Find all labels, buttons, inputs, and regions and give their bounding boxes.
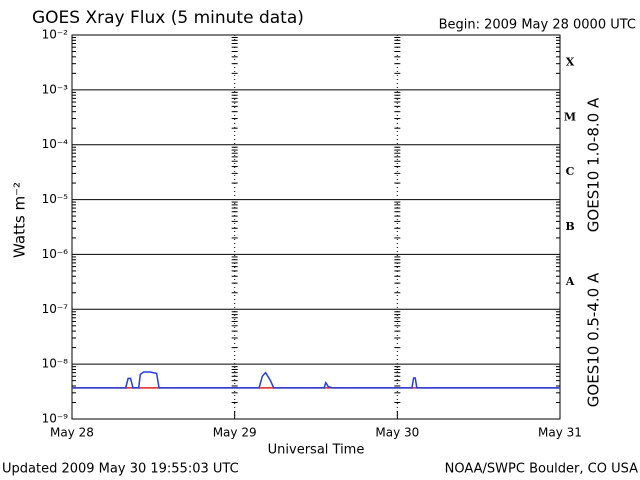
x-tick-label: May 30: [375, 426, 419, 440]
legend-entry: GOES10 1.0-8.0 A: [585, 97, 603, 232]
y-tick-label: 10⁻⁷: [42, 302, 69, 316]
y-tick-label: 10⁻³: [42, 82, 69, 96]
x-tick-label: May 31: [538, 426, 582, 440]
series-line: [72, 371, 560, 389]
chart-title: GOES Xray Flux (5 minute data): [32, 8, 304, 28]
y-tick-label: 10⁻⁴: [42, 137, 69, 151]
y-axis-label: Watts m⁻²: [11, 182, 29, 258]
x-tick-label: May 28: [50, 426, 94, 440]
flare-class: M: [564, 110, 576, 123]
begin-label: Begin: 2009 May 28 0000 UTC: [439, 18, 636, 33]
flare-class: C: [566, 165, 575, 178]
flare-class: X: [566, 55, 575, 68]
plot-frame: [71, 34, 561, 420]
flare-class: A: [565, 275, 575, 288]
flare-class: B: [565, 220, 574, 233]
y-tick-label: 10⁻⁹: [42, 412, 69, 426]
y-tick-label: 10⁻⁶: [42, 247, 69, 261]
y-tick-label: 10⁻²: [42, 28, 69, 42]
x-axis-label: Universal Time: [268, 443, 365, 458]
legend-entry: GOES10 0.5-4.0 A: [585, 272, 603, 407]
updated-label: Updated 2009 May 30 19:55:03 UTC: [2, 462, 239, 477]
source-label: NOAA/SWPC Boulder, CO USA: [445, 462, 638, 477]
x-tick-label: May 29: [213, 426, 257, 440]
y-tick-label: 10⁻⁸: [42, 357, 69, 371]
y-tick-label: 10⁻⁵: [42, 192, 69, 206]
